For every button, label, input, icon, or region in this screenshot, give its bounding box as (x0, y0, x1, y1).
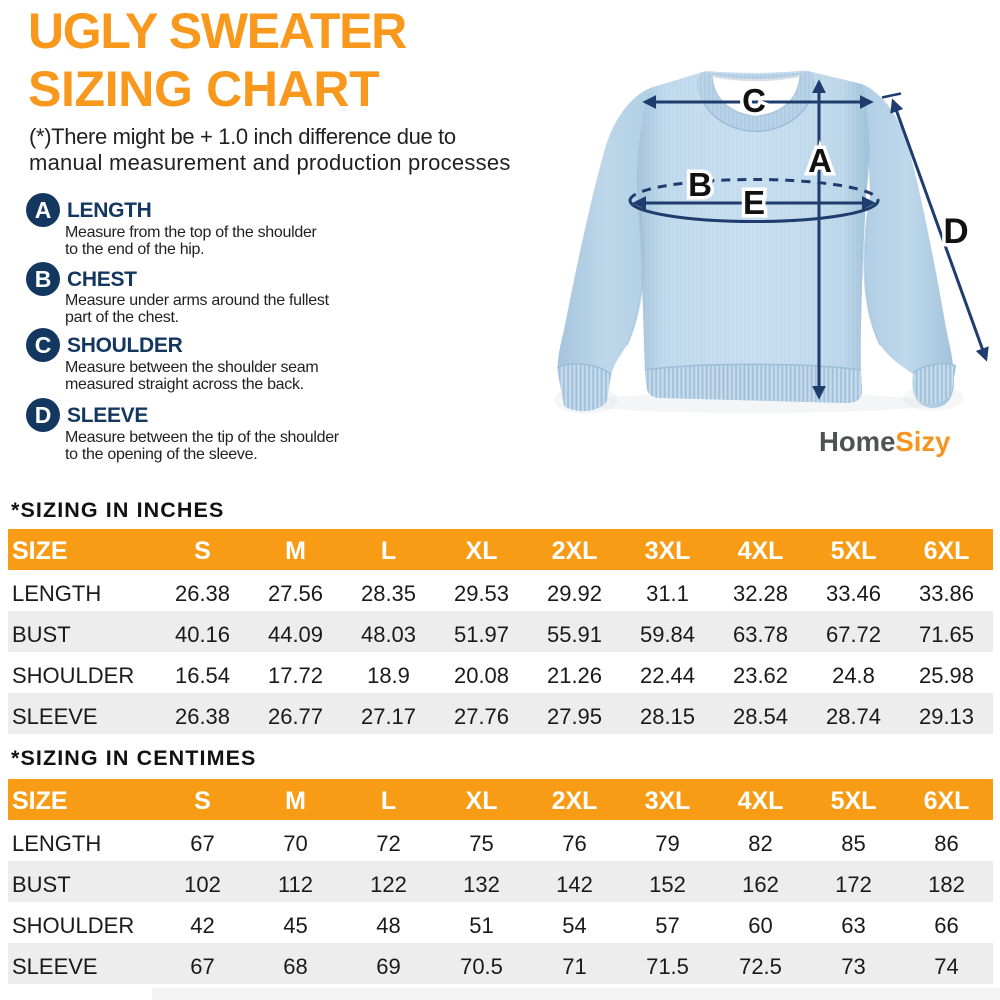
svg-text:D: D (943, 212, 968, 251)
svg-text:E: E (743, 184, 765, 221)
svg-text:C: C (742, 82, 766, 119)
svg-text:B: B (688, 166, 712, 203)
svg-text:A: A (808, 142, 832, 179)
